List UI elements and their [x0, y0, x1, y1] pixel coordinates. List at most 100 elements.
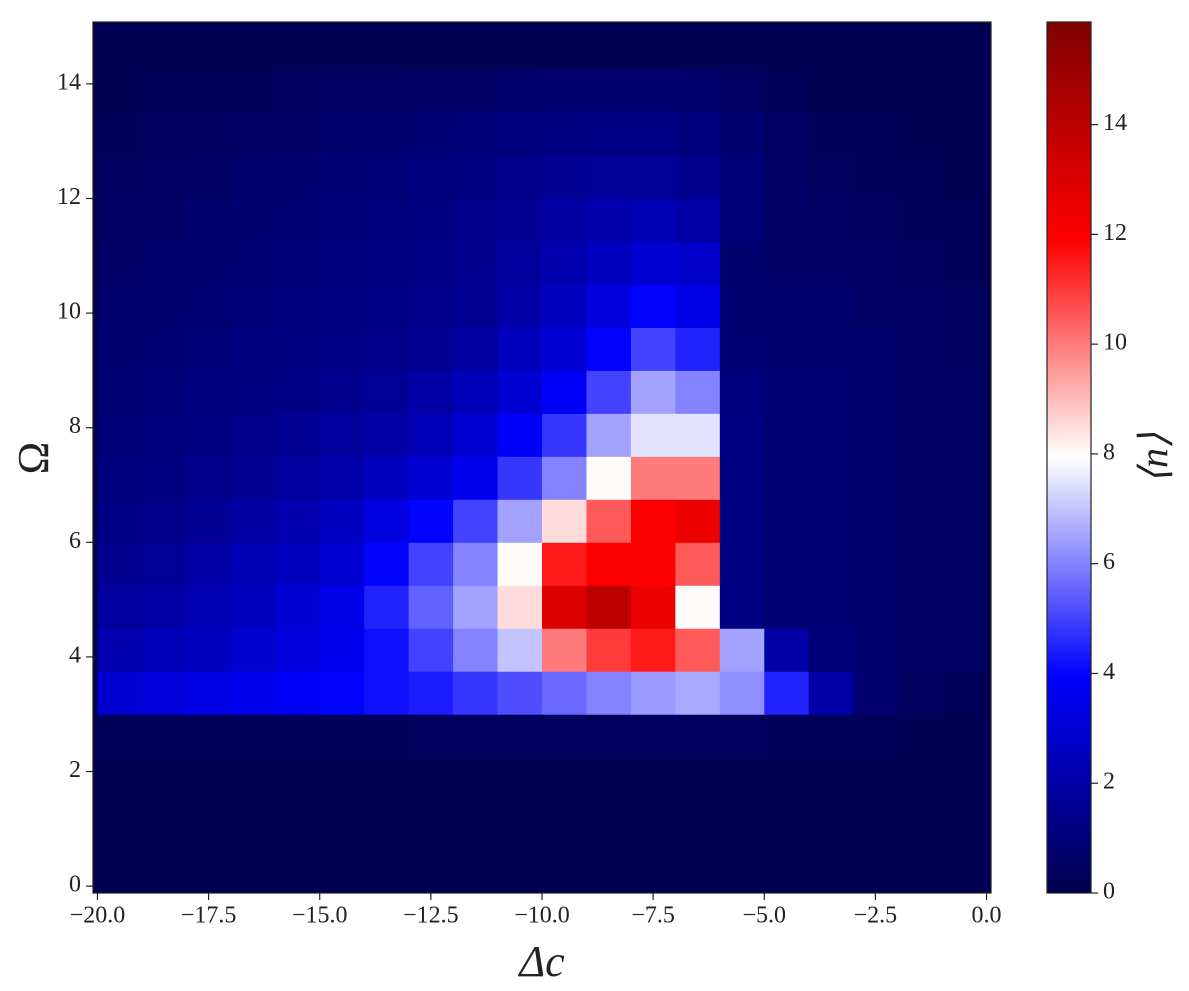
heatmap-cell: [453, 413, 499, 457]
heatmap-cell: [630, 327, 676, 371]
heatmap-cell: [897, 800, 943, 844]
heatmap-cell: [853, 671, 899, 715]
heatmap-cell: [764, 284, 810, 328]
heatmap-cell: [764, 628, 810, 672]
heatmap-cell: [542, 327, 587, 371]
heatmap-cell: [719, 671, 765, 715]
heatmap-cell: [586, 757, 632, 801]
heatmap-cell: [453, 542, 499, 586]
heatmap-cell: [97, 800, 143, 844]
heatmap-cell: [630, 456, 676, 500]
heatmap-cell: [497, 671, 543, 715]
heatmap-cell: [97, 628, 143, 672]
heatmap-cell: [853, 542, 899, 586]
heatmap-cell: [141, 284, 187, 328]
heatmap-cell: [808, 671, 854, 715]
heatmap-cell: [586, 585, 632, 629]
heatmap-cell: [319, 370, 365, 414]
y-tick-label: 8: [69, 413, 81, 439]
heatmap-cell: [675, 456, 721, 500]
heatmap-cell: [364, 585, 410, 629]
heatmap-cell: [853, 757, 899, 801]
heatmap-cell: [764, 456, 810, 500]
heatmap-cell: [230, 284, 276, 328]
heatmap-cell: [408, 542, 454, 586]
heatmap-cell: [808, 585, 854, 629]
heatmap-cell: [942, 714, 988, 758]
heatmap-cell: [275, 327, 321, 371]
heatmap-cell: [230, 542, 276, 586]
heatmap-cell: [764, 542, 810, 586]
heatmap-cell: [141, 843, 187, 887]
heatmap-cell: [897, 112, 943, 157]
heatmap-cell: [719, 198, 765, 242]
heatmap-cell: [97, 112, 143, 157]
heatmap-cell: [319, 628, 365, 672]
heatmap-cell: [408, 628, 454, 672]
heatmap-cell: [141, 800, 187, 844]
heatmap-cell: [542, 241, 587, 285]
heatmap-cell: [230, 671, 276, 715]
heatmap-cell: [942, 456, 988, 500]
colorbar-tick-label: 2: [1103, 769, 1115, 795]
heatmap-cell: [364, 800, 410, 844]
heatmap-cell: [97, 26, 143, 71]
heatmap-cell: [97, 542, 143, 586]
heatmap-cell: [97, 843, 143, 887]
heatmap-cell: [230, 198, 276, 242]
heatmap-cell: [719, 69, 765, 114]
heatmap-cell: [319, 241, 365, 285]
heatmap-cell: [853, 241, 899, 285]
heatmap-cell: [675, 671, 721, 715]
heatmap-cell: [319, 26, 365, 71]
heatmap-cell: [719, 327, 765, 371]
heatmap-cell: [230, 112, 276, 157]
heatmap-cell: [408, 327, 454, 371]
heatmap-cell: [319, 585, 365, 629]
heatmap-cell: [186, 843, 232, 887]
heatmap-cell: [319, 456, 365, 500]
heatmap-cell: [630, 757, 676, 801]
y-tick-label: 10: [57, 299, 81, 325]
heatmap-cell: [141, 241, 187, 285]
heatmap-cell: [719, 284, 765, 328]
heatmap-cell: [319, 499, 365, 543]
heatmap-cell: [497, 499, 543, 543]
heatmap-cell: [230, 413, 276, 457]
heatmap-cell: [897, 671, 943, 715]
heatmap-cell: [97, 241, 143, 285]
heatmap-cell: [186, 198, 232, 242]
heatmap-cell: [586, 456, 632, 500]
heatmap-cell: [630, 585, 676, 629]
heatmap-cell: [408, 671, 454, 715]
y-tick-label: 6: [69, 528, 81, 554]
heatmap-cell: [319, 198, 365, 242]
heatmap-cell: [97, 585, 143, 629]
heatmap-cell: [586, 198, 632, 242]
heatmap-cell: [808, 112, 854, 157]
heatmap-cell: [230, 26, 276, 71]
y-tick-label: 4: [69, 642, 81, 668]
heatmap-cell: [897, 714, 943, 758]
heatmap-cell: [630, 413, 676, 457]
heatmap-cell: [542, 800, 587, 844]
heatmap-cell: [897, 843, 943, 887]
y-tick-label: 0: [69, 872, 81, 898]
heatmap-cell: [319, 112, 365, 157]
x-tick-label: −7.5: [631, 903, 675, 929]
heatmap-cell: [853, 499, 899, 543]
heatmap-cell: [764, 413, 810, 457]
heatmap-cell: [453, 800, 499, 844]
heatmap-cell: [897, 327, 943, 371]
heatmap-cell: [808, 714, 854, 758]
heatmap-cell: [942, 499, 988, 543]
heatmap-cell: [808, 26, 854, 71]
heatmap-cell: [230, 155, 276, 199]
heatmap-cell: [186, 241, 232, 285]
heatmap-cell: [97, 69, 143, 114]
heatmap-cell: [230, 499, 276, 543]
heatmap-cell: [497, 370, 543, 414]
heatmap-cell: [764, 155, 810, 199]
heatmap-cell: [453, 155, 499, 199]
